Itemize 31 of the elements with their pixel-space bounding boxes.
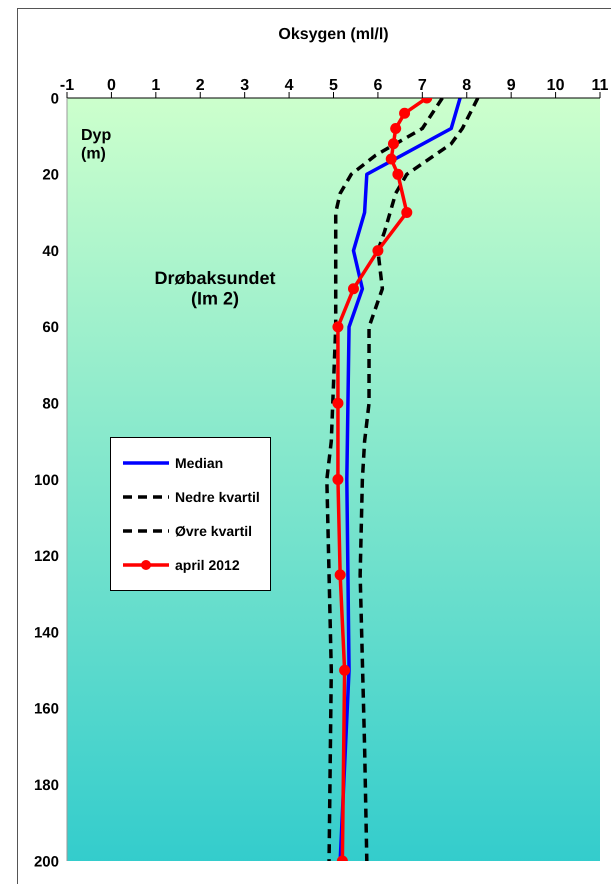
x-tick-label: 10 <box>546 77 565 94</box>
annotation: Drøbaksundet (Im 2) <box>154 268 276 309</box>
y-tick-label: 60 <box>42 319 59 336</box>
y-tick-label: 20 <box>42 166 59 184</box>
x-tick-label: 11 <box>592 77 609 94</box>
y-tick-label: 100 <box>34 472 59 489</box>
y-tick-label: 80 <box>42 396 59 413</box>
x-tick-label: 8 <box>462 77 472 94</box>
legend-label: Nedre kvartil <box>175 489 260 505</box>
x-tick-label: 5 <box>329 77 338 94</box>
y-tick-label: 180 <box>34 777 59 794</box>
y-tick-label: 160 <box>34 700 59 718</box>
x-tick-label: 2 <box>196 77 205 94</box>
x-axis-title: Oksygen (ml/l) <box>277 26 390 44</box>
x-tick-label: 4 <box>284 77 294 94</box>
legend-label: Median <box>175 455 224 471</box>
x-tick-label: 0 <box>106 77 116 94</box>
x-tick-label: -1 <box>60 77 74 94</box>
x-tick-label: 7 <box>418 77 427 94</box>
x-tick-label: 6 <box>373 77 382 94</box>
x-tick-label: 3 <box>240 77 250 94</box>
y-tick-label: 0 <box>50 90 59 108</box>
y-tick-label: 200 <box>34 853 59 870</box>
x-tick-label: 9 <box>506 77 516 94</box>
y-tick-label: 120 <box>34 548 59 566</box>
y-tick-label: 40 <box>42 242 59 260</box>
legend-label: april 2012 <box>175 557 240 573</box>
y-axis-title: Dyp (m) <box>81 127 112 162</box>
x-tick-label: 1 <box>151 77 160 94</box>
legend-label: Øvre kvartil <box>175 523 252 539</box>
y-tick-label: 140 <box>34 624 59 642</box>
